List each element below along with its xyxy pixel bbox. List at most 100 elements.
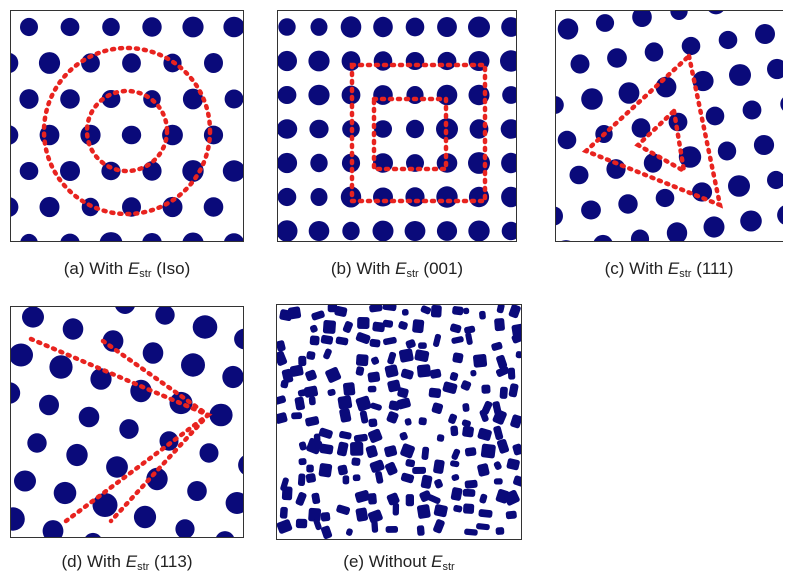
particle — [468, 220, 490, 241]
particle — [305, 369, 317, 382]
particle — [359, 410, 369, 424]
particle — [342, 321, 353, 333]
particle — [436, 186, 458, 208]
particle — [298, 355, 307, 367]
particle — [499, 386, 508, 399]
panel-b-image — [278, 16, 516, 241]
particle — [367, 385, 377, 393]
particle — [511, 332, 521, 344]
particle — [717, 141, 737, 161]
particle — [303, 385, 319, 398]
particle — [305, 416, 320, 427]
particle — [279, 506, 288, 519]
particle — [508, 305, 521, 319]
particle — [718, 30, 738, 50]
particle — [27, 433, 47, 453]
particle — [216, 531, 234, 537]
particle — [309, 335, 320, 346]
particle — [277, 519, 293, 534]
caption-c: (c) With Estr (111) — [604, 259, 734, 280]
particle — [371, 520, 379, 533]
particle — [398, 321, 408, 330]
particle — [281, 368, 294, 384]
particle — [767, 58, 783, 80]
particle — [494, 318, 505, 332]
particle — [192, 315, 218, 339]
particle — [493, 425, 504, 441]
particle — [452, 306, 464, 316]
particle — [20, 233, 38, 241]
particle — [405, 52, 425, 70]
particle — [372, 220, 394, 241]
particle — [306, 464, 314, 473]
particle — [460, 380, 472, 391]
particle — [280, 477, 289, 492]
particle — [354, 489, 370, 503]
particle — [368, 418, 378, 428]
particle — [318, 463, 333, 478]
particle — [451, 336, 464, 344]
overlay-chevron-inner — [100, 338, 212, 524]
overlay-outer-triangle — [581, 51, 724, 209]
particle — [404, 221, 426, 241]
particle — [496, 305, 505, 314]
particle — [342, 382, 356, 396]
particle — [243, 196, 244, 218]
particle — [53, 481, 77, 505]
particle — [462, 425, 474, 438]
particle — [607, 48, 627, 68]
particle — [308, 221, 330, 241]
particle — [708, 11, 724, 15]
particle — [11, 125, 19, 145]
particle — [728, 175, 750, 197]
particle — [420, 474, 433, 489]
particle — [345, 528, 353, 536]
particle — [278, 152, 298, 174]
particle — [502, 86, 516, 104]
particle — [278, 86, 297, 104]
particle — [365, 445, 378, 458]
particle — [19, 89, 39, 109]
particle — [122, 53, 141, 73]
particle — [60, 17, 80, 37]
particle — [320, 334, 334, 345]
particle — [401, 309, 409, 316]
particle — [595, 14, 615, 32]
particle — [493, 478, 503, 485]
particle — [404, 418, 412, 426]
particle — [465, 332, 473, 345]
particle — [382, 305, 397, 312]
particle — [281, 486, 293, 501]
particle — [477, 427, 492, 441]
particle — [581, 200, 601, 220]
particle — [121, 125, 142, 145]
particle — [20, 17, 38, 37]
particle — [336, 441, 349, 457]
particle — [350, 441, 364, 456]
particle — [462, 403, 470, 412]
particle — [451, 448, 461, 460]
particle — [357, 317, 370, 329]
particle — [373, 187, 393, 207]
particle — [277, 350, 288, 366]
particle — [513, 475, 521, 487]
particle — [11, 382, 21, 404]
particle — [453, 504, 463, 513]
particle — [298, 441, 307, 451]
particle — [437, 17, 457, 37]
particle — [278, 18, 296, 36]
particle — [337, 395, 353, 410]
particle — [495, 527, 505, 535]
particle — [512, 443, 521, 456]
particle — [384, 461, 398, 476]
caption-e: (e) Without Estr — [343, 552, 455, 573]
particle — [398, 348, 414, 363]
particle — [755, 24, 775, 44]
panel-a-image — [11, 16, 244, 241]
particle — [491, 341, 503, 351]
particle — [496, 438, 510, 454]
particle — [428, 387, 442, 399]
particle — [209, 403, 233, 427]
particle — [310, 188, 328, 206]
particle — [355, 395, 372, 412]
